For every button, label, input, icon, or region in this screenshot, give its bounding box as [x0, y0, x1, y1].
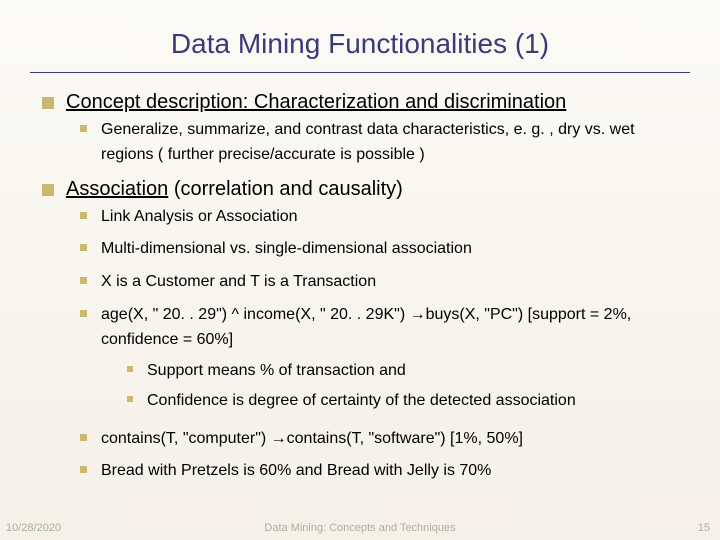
level2-item: Multi-dimensional vs. single-dimensional…: [80, 237, 690, 262]
footer-center: Data Mining: Concepts and Techniques: [264, 522, 455, 534]
square-bullet-icon: [80, 277, 87, 284]
level1-text: Concept description: Characterization an…: [66, 91, 566, 114]
level2-item: X is a Customer and T is a Transaction: [80, 270, 690, 295]
level2-item: Link Analysis or Association: [80, 205, 690, 230]
square-bullet-icon: [80, 244, 87, 251]
level2-text: Link Analysis or Association: [101, 205, 298, 230]
level3-item: Confidence is degree of certainty of the…: [127, 389, 690, 413]
level2-text: age(X, " 20. . 29") ^ income(X, " 20. . …: [101, 303, 690, 419]
square-bullet-icon: [127, 366, 133, 372]
square-bullet-icon: [80, 212, 87, 219]
level2-text: Bread with Pretzels is 60% and Bread wit…: [101, 459, 491, 484]
level1-text: Association (correlation and causality): [66, 178, 403, 201]
slide-container: Data Mining Functionalities (1) Concept …: [0, 0, 720, 540]
underlined-text: Association: [66, 178, 168, 200]
content-area: Concept description: Characterization an…: [30, 91, 690, 484]
square-bullet-icon: [80, 434, 87, 441]
underlined-text: Concept description: Characterization an…: [66, 91, 566, 113]
level2-text-content: age(X, " 20. . 29") ^ income(X, " 20. . …: [101, 306, 631, 348]
square-bullet-icon: [80, 125, 87, 132]
level3-text: Confidence is degree of certainty of the…: [147, 389, 576, 413]
square-bullet-icon: [80, 466, 87, 473]
level2-item: age(X, " 20. . 29") ^ income(X, " 20. . …: [80, 303, 690, 419]
level2-text: Multi-dimensional vs. single-dimensional…: [101, 237, 472, 262]
level2-item: contains(T, "computer") →contains(T, "so…: [80, 427, 690, 452]
square-bullet-icon: [42, 184, 54, 196]
slide-title: Data Mining Functionalities (1): [30, 28, 690, 60]
level1-item: Association (correlation and causality): [42, 178, 690, 201]
title-underline: [30, 72, 690, 73]
level2-wrap: Link Analysis or Association Multi-dimen…: [42, 205, 690, 485]
square-bullet-icon: [127, 396, 133, 402]
level2-text: X is a Customer and T is a Transaction: [101, 270, 376, 295]
level3-wrap: Support means % of transaction and Confi…: [101, 359, 690, 413]
level3-item: Support means % of transaction and: [127, 359, 690, 383]
level2-text: contains(T, "computer") →contains(T, "so…: [101, 427, 523, 452]
level2-text: Generalize, summarize, and contrast data…: [101, 118, 690, 168]
square-bullet-icon: [42, 97, 54, 109]
level3-text: Support means % of transaction and: [147, 359, 406, 383]
heading-rest: (correlation and causality): [168, 178, 403, 200]
level2-item: Generalize, summarize, and contrast data…: [80, 118, 690, 168]
square-bullet-icon: [80, 310, 87, 317]
footer-date: 10/28/2020: [6, 522, 61, 534]
level1-item: Concept description: Characterization an…: [42, 91, 690, 114]
level2-wrap: Generalize, summarize, and contrast data…: [42, 118, 690, 168]
level2-item: Bread with Pretzels is 60% and Bread wit…: [80, 459, 690, 484]
footer-page-number: 15: [698, 522, 710, 534]
